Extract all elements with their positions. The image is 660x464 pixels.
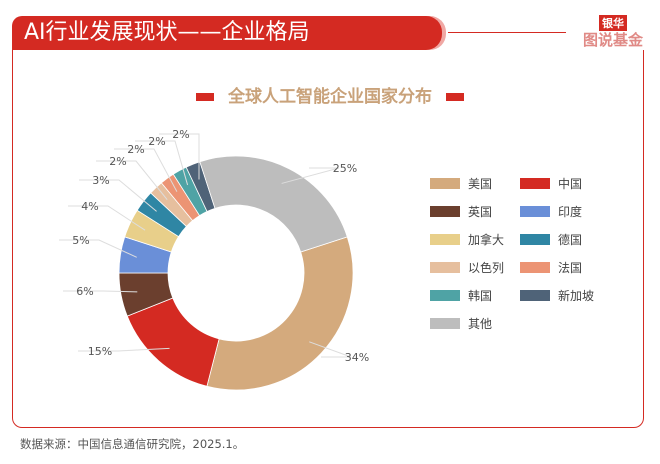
title-decoration bbox=[446, 93, 464, 101]
legend-item: 以色列 bbox=[430, 260, 520, 275]
legend-item: 加拿大 bbox=[430, 232, 520, 247]
legend-swatch bbox=[520, 233, 550, 245]
leader-line bbox=[159, 133, 200, 180]
leader-line bbox=[59, 239, 137, 258]
data-label: 34% bbox=[345, 351, 369, 364]
legend-item: 美国 bbox=[430, 176, 520, 191]
source-note: 数据来源：中国信息通信研究院，2025.1。 bbox=[20, 437, 245, 451]
legend-swatch bbox=[430, 205, 460, 217]
legend-swatch bbox=[430, 233, 460, 245]
data-label: 6% bbox=[76, 285, 93, 298]
data-label: 4% bbox=[81, 200, 98, 213]
leader-line bbox=[96, 160, 168, 201]
page-title: AI行业发展现状——企业格局 bbox=[24, 20, 310, 45]
legend-item: 法国 bbox=[520, 260, 610, 275]
leader-line bbox=[63, 290, 138, 293]
legend-swatch bbox=[430, 177, 460, 189]
logo: 银华 图说基金 bbox=[578, 12, 648, 49]
legend-label: 英国 bbox=[468, 204, 493, 219]
legend-label: 加拿大 bbox=[468, 232, 505, 247]
legend-label: 韩国 bbox=[468, 288, 493, 303]
header-divider bbox=[448, 32, 566, 33]
title-decoration bbox=[196, 93, 214, 101]
legend-label: 新加坡 bbox=[558, 288, 595, 303]
leader-line bbox=[68, 205, 146, 231]
data-label: 2% bbox=[127, 143, 144, 156]
slice-美国 bbox=[206, 236, 354, 391]
leader-line bbox=[309, 341, 352, 358]
legend-swatch bbox=[430, 261, 460, 273]
legend-swatch bbox=[520, 261, 550, 273]
legend-label: 中国 bbox=[558, 176, 583, 191]
legend-item: 中国 bbox=[520, 176, 610, 191]
content-frame bbox=[12, 50, 644, 428]
legend-item: 新加坡 bbox=[520, 288, 610, 303]
page-header: AI行业发展现状——企业格局 bbox=[12, 16, 442, 50]
legend: 美国 中国英国 印度加拿大 德国以色列 法国韩国 新加坡其他 bbox=[430, 176, 610, 331]
logo-bottom: 图说基金 bbox=[582, 31, 643, 49]
legend-label: 美国 bbox=[468, 176, 493, 191]
legend-label: 其他 bbox=[468, 316, 493, 331]
legend-swatch bbox=[520, 289, 550, 301]
legend-swatch bbox=[430, 289, 460, 301]
leader-line bbox=[135, 140, 189, 186]
data-label: 2% bbox=[148, 135, 165, 148]
legend-label: 德国 bbox=[558, 232, 583, 247]
chart-title-text: 全球人工智能企业国家分布 bbox=[228, 87, 432, 107]
leader-line bbox=[114, 148, 178, 192]
chart-title: 全球人工智能企业国家分布 bbox=[0, 82, 660, 107]
data-label: 3% bbox=[92, 174, 109, 187]
data-label: 15% bbox=[88, 345, 112, 358]
leader-line bbox=[281, 167, 340, 184]
data-label: 5% bbox=[72, 234, 89, 247]
legend-swatch bbox=[520, 177, 550, 189]
legend-item: 印度 bbox=[520, 204, 610, 219]
legend-label: 法国 bbox=[558, 260, 583, 275]
legend-item: 韩国 bbox=[430, 288, 520, 303]
logo-top: 银华 bbox=[599, 15, 627, 31]
data-label: 2% bbox=[172, 128, 189, 141]
data-label: 25% bbox=[333, 162, 357, 175]
slice-其他 bbox=[199, 155, 348, 253]
data-label: 2% bbox=[109, 155, 126, 168]
legend-swatch bbox=[520, 205, 550, 217]
legend-item: 英国 bbox=[430, 204, 520, 219]
leader-line bbox=[78, 347, 170, 352]
legend-item: 其他 bbox=[430, 316, 520, 331]
leader-line bbox=[79, 179, 157, 212]
legend-item: 德国 bbox=[520, 232, 610, 247]
legend-label: 印度 bbox=[558, 204, 583, 219]
legend-swatch bbox=[430, 317, 460, 329]
slice-中国 bbox=[126, 297, 220, 387]
legend-label: 以色列 bbox=[468, 260, 505, 275]
